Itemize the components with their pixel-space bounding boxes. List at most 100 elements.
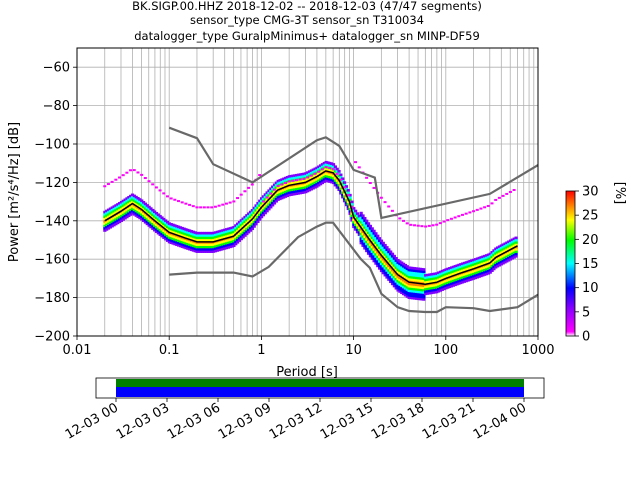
psd-cell (121, 211, 125, 214)
psd-cell (125, 201, 129, 205)
psd-cell (173, 228, 177, 232)
psd-cell (280, 178, 284, 181)
psd-cell (234, 240, 238, 243)
psd-cell (119, 219, 124, 222)
psd-cell (378, 244, 382, 247)
psd-cell (390, 252, 395, 256)
psd-cell (496, 264, 500, 268)
psd-cell (464, 261, 468, 264)
psd-cell (153, 215, 157, 218)
psd-cell-outlier (191, 205, 195, 208)
psd-cell (355, 219, 360, 222)
psd-cell (392, 259, 396, 263)
psd-cell (460, 262, 465, 266)
psd-cell (453, 265, 457, 268)
psd-cell (494, 249, 498, 253)
psd-cell (296, 187, 301, 191)
psd-cell (503, 258, 507, 262)
psd-cell (494, 252, 498, 255)
psd-cell (374, 262, 378, 265)
psd-cell (331, 181, 336, 185)
psd-cell (239, 235, 243, 238)
psd-cell (372, 245, 376, 249)
psd-cell (365, 219, 369, 223)
psd-cell (389, 250, 393, 254)
psd-cell (468, 278, 472, 282)
psd-cell (390, 277, 395, 281)
psd-cell (143, 202, 148, 206)
psd-cell (105, 228, 109, 231)
psd-cell (484, 268, 489, 271)
psd-cell (241, 222, 245, 225)
psd-cell (394, 280, 398, 283)
psd-cell (455, 278, 459, 281)
psd-cell (105, 221, 109, 224)
psd-cell (383, 264, 387, 268)
psd-cell (278, 190, 282, 194)
psd-cell (258, 201, 262, 205)
psd-cell (320, 181, 325, 185)
psd-cell-outlier (106, 183, 110, 186)
psd-cell (265, 209, 269, 213)
psd-cell (486, 265, 491, 268)
psd-cell (282, 182, 286, 185)
psd-cell (189, 246, 194, 249)
psd-cell (267, 193, 271, 197)
psd-cell (178, 233, 183, 236)
psd-cell (425, 273, 430, 277)
psd-cell (291, 186, 295, 189)
psd-cell (162, 220, 166, 223)
psd-cell (236, 234, 240, 237)
psd-cell (409, 282, 413, 286)
psd-cell (158, 233, 162, 236)
psd-cell (363, 233, 367, 236)
psd-cell (416, 274, 420, 278)
psd-cell (376, 241, 380, 245)
psd-cell (228, 240, 232, 244)
psd-cell (422, 288, 426, 292)
psd-cell-outlier (180, 201, 184, 204)
psd-cell (158, 228, 162, 232)
psd-cell-outlier (460, 213, 464, 216)
psd-cell (119, 205, 124, 209)
psd-cell-outlier (512, 188, 516, 191)
psd-cell (195, 238, 199, 242)
psd-cell (182, 229, 186, 233)
psd-cell (376, 243, 380, 247)
timeline-tick-label: 12-03 21 (420, 400, 478, 442)
psd-cell (108, 219, 112, 222)
psd-cell (496, 248, 500, 252)
colorbar-tick-label: 10 (582, 281, 599, 296)
psd-cell (215, 244, 219, 248)
psd-cell-outlier (269, 192, 273, 195)
psd-cell (405, 265, 409, 268)
psd-cell (112, 219, 116, 222)
psd-cell (127, 212, 131, 215)
psd-cell (331, 174, 336, 178)
psd-cell (411, 276, 415, 279)
psd-cell (337, 188, 341, 192)
psd-cell (414, 278, 419, 282)
psd-cell (409, 268, 413, 272)
psd-cell (285, 192, 290, 195)
psd-cell-outlier (405, 222, 409, 225)
psd-cell (507, 258, 511, 262)
psd-cell (171, 223, 175, 227)
psd-cell (245, 214, 249, 217)
psd-cell (160, 227, 164, 231)
psd-cell (239, 219, 243, 222)
psd-cell (396, 282, 400, 285)
psd-cell (261, 211, 266, 214)
psd-cell (401, 278, 406, 282)
psd-cell (492, 256, 496, 259)
psd-cell (175, 231, 179, 235)
psd-cell (368, 252, 372, 256)
psd-cell (326, 172, 330, 176)
psd-cell (114, 215, 118, 219)
psd-cell (330, 176, 334, 179)
psd-cell (422, 284, 426, 287)
psd-cell (376, 234, 380, 238)
psd-cell (248, 210, 253, 214)
psd-cell (153, 217, 157, 220)
psd-cell (306, 187, 310, 190)
